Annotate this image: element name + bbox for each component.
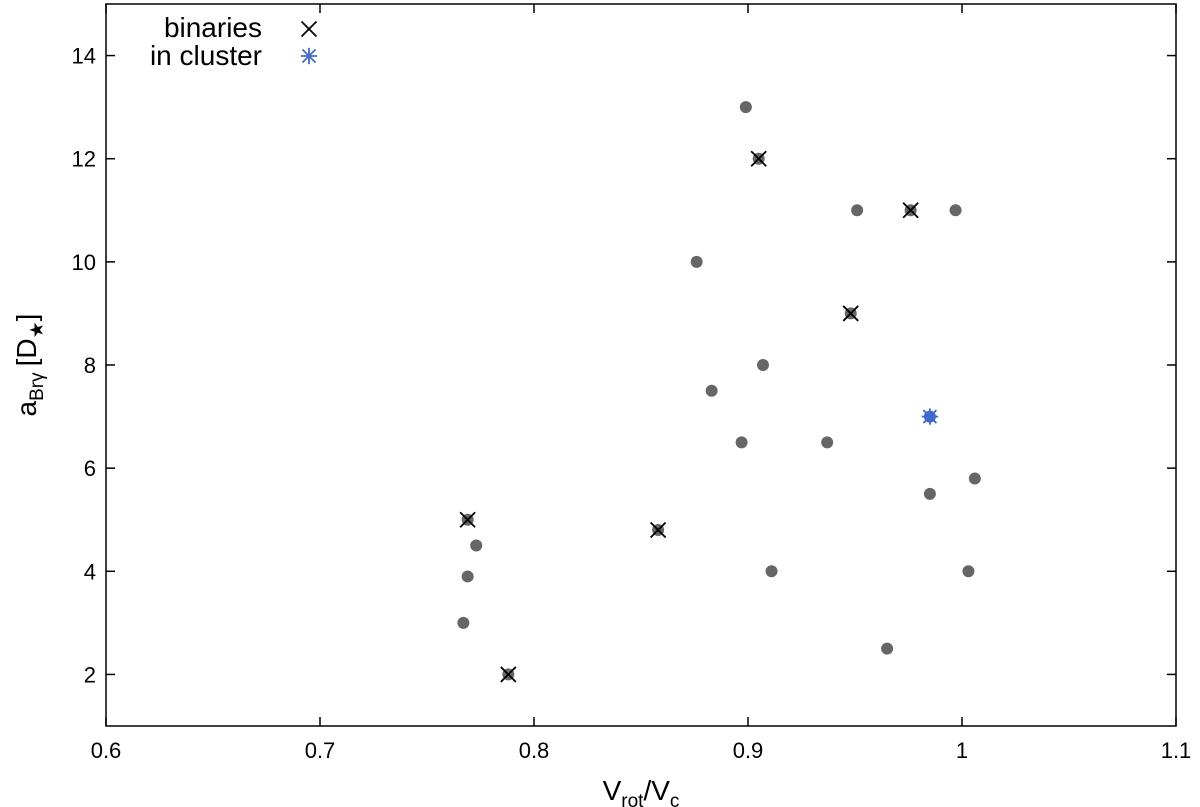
y-tick-label: 6 (84, 456, 96, 481)
data-point (461, 570, 474, 583)
binary-point (500, 666, 517, 683)
axis-ticks (105, 4, 1177, 726)
y-tick-label: 12 (72, 147, 96, 172)
data-point (705, 384, 718, 397)
binary-point (750, 150, 767, 167)
y-tick-label: 10 (72, 250, 96, 275)
binary-point (649, 521, 667, 539)
data-point (690, 255, 703, 268)
binary-point (459, 511, 476, 528)
x-tick-label: 1 (956, 738, 968, 763)
binary-point (902, 202, 919, 219)
x-tick-label: 0.7 (305, 738, 336, 763)
data-point (756, 359, 769, 371)
x-tick-label: 0.8 (519, 738, 550, 763)
data-point (735, 436, 748, 449)
legend-binary-x-icon (300, 20, 318, 38)
x-tick-label: 0.6 (91, 738, 122, 763)
data-point (821, 436, 834, 449)
data-point (923, 487, 936, 500)
y-tick-label: 2 (84, 662, 96, 687)
binary-point (842, 305, 859, 322)
legend-cluster-asterisk-icon (300, 47, 318, 65)
plot-frame (105, 3, 1177, 727)
data-point (739, 101, 752, 114)
axis-tick-labels: 0.6 0.7 0.8 0.9 1 1.1 2 4 6 8 10 12 14 (72, 44, 1192, 763)
cluster-point (921, 408, 939, 425)
legend-label-binaries: binaries (164, 12, 262, 43)
data-point (765, 565, 778, 578)
y-tick-label: 4 (84, 559, 96, 584)
data-point (851, 204, 864, 217)
y-tick-label: 14 (72, 44, 96, 69)
x-tick-label: 0.9 (733, 738, 764, 763)
data-point (968, 472, 981, 485)
y-tick-label: 8 (84, 353, 96, 378)
data-point (881, 642, 894, 655)
data-point (457, 616, 470, 629)
legend: binaries in cluster (150, 12, 318, 71)
x-axis-label: Vrot/Vc (603, 775, 680, 807)
legend-label-cluster: in cluster (150, 40, 262, 71)
data-point (962, 565, 975, 578)
y-axis-label: aBrγ[D★] (11, 314, 48, 417)
x-tick-label: 1.1 (1161, 738, 1192, 763)
data-points (457, 101, 981, 683)
data-point (470, 539, 483, 552)
data-point (949, 204, 962, 217)
